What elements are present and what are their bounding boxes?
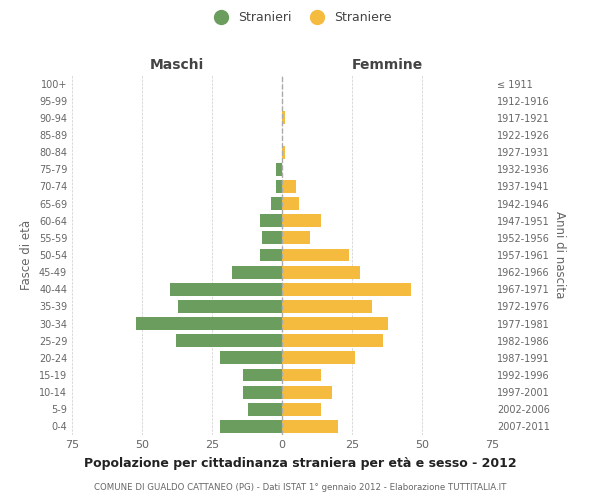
Bar (277, 180, 282, 193)
Bar (248, 403, 282, 415)
Bar (282, 317, 388, 330)
Text: Femmine: Femmine (352, 58, 422, 71)
Text: Maschi: Maschi (150, 58, 204, 71)
Y-axis label: Anni di nascita: Anni di nascita (553, 212, 566, 298)
Bar (277, 163, 282, 175)
Bar (262, 232, 282, 244)
Bar (136, 317, 282, 330)
Bar (176, 334, 282, 347)
Bar (282, 283, 411, 296)
Legend: Stranieri, Straniere: Stranieri, Straniere (203, 6, 397, 29)
Bar (178, 300, 282, 313)
Bar (282, 352, 355, 364)
Bar (282, 146, 285, 158)
Bar (282, 197, 299, 210)
Bar (220, 420, 282, 433)
Bar (232, 266, 282, 278)
Bar (282, 368, 321, 382)
Bar (260, 248, 282, 262)
Bar (260, 214, 282, 227)
Bar (282, 180, 296, 193)
Bar (271, 197, 282, 210)
Text: COMUNE DI GUALDO CATTANEO (PG) - Dati ISTAT 1° gennaio 2012 - Elaborazione TUTTI: COMUNE DI GUALDO CATTANEO (PG) - Dati IS… (94, 482, 506, 492)
Y-axis label: Fasce di età: Fasce di età (20, 220, 33, 290)
Bar (282, 334, 383, 347)
Bar (220, 352, 282, 364)
Bar (282, 232, 310, 244)
Bar (282, 112, 285, 124)
Bar (282, 300, 371, 313)
Bar (282, 248, 349, 262)
Bar (282, 214, 321, 227)
Bar (282, 403, 321, 415)
Bar (170, 283, 282, 296)
Text: Popolazione per cittadinanza straniera per età e sesso - 2012: Popolazione per cittadinanza straniera p… (83, 458, 517, 470)
Bar (282, 420, 338, 433)
Bar (243, 386, 282, 398)
Bar (282, 386, 332, 398)
Bar (243, 368, 282, 382)
Bar (282, 266, 361, 278)
